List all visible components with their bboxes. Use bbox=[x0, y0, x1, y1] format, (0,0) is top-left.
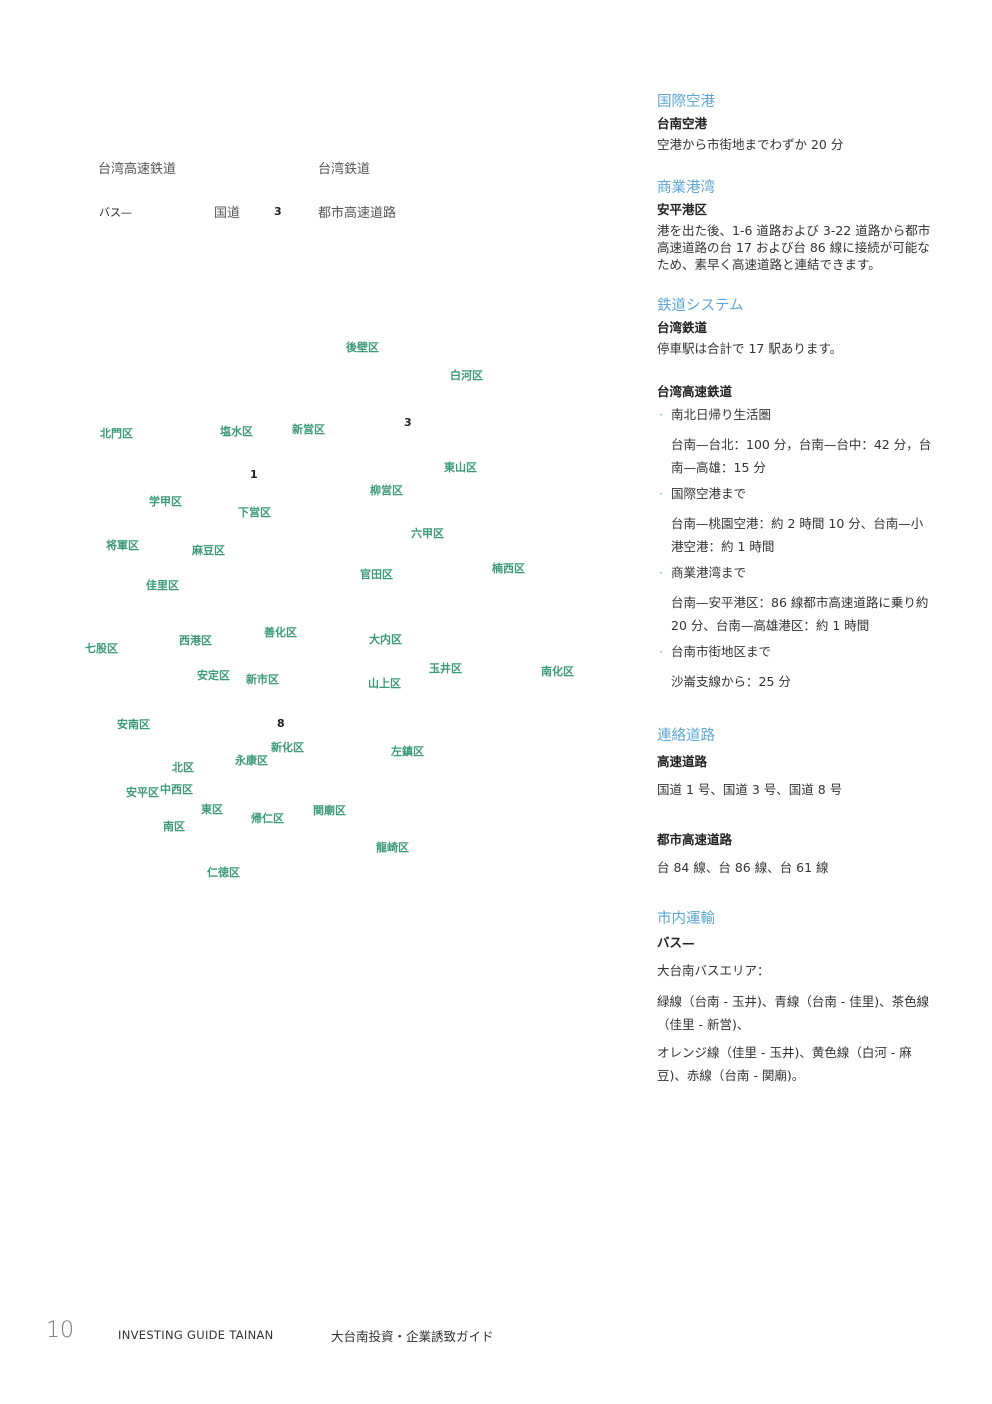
transit-title: 市内運輸 bbox=[657, 911, 715, 927]
district-label: 大内区 bbox=[369, 633, 402, 646]
district-label: 東山区 bbox=[444, 461, 477, 474]
rail-section: 鉄道システム 台湾鉄道 停車駅は合計で 17 駅あります。 台湾高速鉄道 · 南… bbox=[657, 298, 932, 693]
district-label: 善化区 bbox=[264, 626, 297, 639]
bullet-label: 商業港湾まで bbox=[671, 565, 747, 580]
district-label: 七股区 bbox=[85, 642, 118, 655]
bus-lines-2: オレンジ線（佳里 - 玉井)、黄色線（白河 - 麻豆)、赤線（台南 - 関廟)。 bbox=[657, 1045, 912, 1083]
district-label: 北門区 bbox=[100, 427, 133, 440]
district-label: 佳里区 bbox=[146, 579, 179, 592]
rail-title: 鉄道システム bbox=[657, 298, 744, 314]
district-label: 六甲区 bbox=[411, 527, 444, 540]
district-label: 中西区 bbox=[160, 783, 193, 796]
tra-name: 台湾鉄道 bbox=[657, 320, 708, 335]
page-number: 10 bbox=[46, 1318, 74, 1343]
harbor-name: 安平港区 bbox=[657, 202, 708, 217]
bullet-detail: 台南—安平港区：86 線都市高速道路に乗り約 20 分、台南—高雄港区：約 1 … bbox=[671, 595, 929, 633]
district-label: 左鎮区 bbox=[391, 745, 424, 758]
district-label: 永康区 bbox=[235, 754, 268, 767]
bullet-label: 台南市街地区まで bbox=[671, 644, 772, 659]
district-label: 帰仁区 bbox=[251, 812, 284, 825]
district-label: 新市区 bbox=[246, 673, 279, 686]
transit-section: 市内運輸 バス— 大台南バスエリア： 緑線（台南 - 玉井)、青線（台南 - 佳… bbox=[657, 911, 932, 1087]
bus-lines-1: 緑線（台南 - 玉井)、青線（台南 - 佳里)、茶色線（佳里 - 新営)、 bbox=[657, 994, 930, 1032]
hsr-name: 台湾高速鉄道 bbox=[657, 384, 733, 399]
hsr-bullet: · 台南市街地区まで bbox=[657, 643, 932, 660]
airport-name: 台南空港 bbox=[657, 116, 708, 131]
legend-expressway: 都市高速道路 bbox=[318, 206, 397, 221]
legend-hsr: 台湾高速鉄道 bbox=[98, 162, 177, 177]
legend-bus: バス— bbox=[99, 206, 132, 219]
district-label: 龍崎区 bbox=[376, 841, 409, 854]
bullet-dot-icon: · bbox=[659, 565, 663, 580]
district-label: 玉井区 bbox=[429, 662, 462, 675]
district-label: 後壁区 bbox=[346, 341, 379, 354]
district-label: 安定区 bbox=[197, 669, 230, 682]
district-label: 南化区 bbox=[541, 665, 574, 678]
district-label: 北区 bbox=[172, 761, 194, 774]
district-label: 新化区 bbox=[271, 741, 304, 754]
district-label: 安平区 bbox=[126, 786, 159, 799]
route-number: 3 bbox=[404, 416, 412, 429]
district-label: 関廟区 bbox=[313, 804, 346, 817]
airport-section: 国際空港 台南空港 空港から市街地までわずか 20 分 bbox=[657, 94, 932, 153]
tra-desc: 停車駅は合計で 17 駅あります。 bbox=[657, 341, 843, 356]
highway-desc: 国道 1 号、国道 3 号、国道 8 号 bbox=[657, 782, 843, 797]
district-label: 安南区 bbox=[117, 718, 150, 731]
district-label: 官田区 bbox=[360, 568, 393, 581]
footer-title-en: INVESTING GUIDE TAINAN bbox=[118, 1328, 274, 1342]
bullet-dot-icon: · bbox=[659, 644, 663, 659]
district-label: 南区 bbox=[163, 820, 185, 833]
harbor-desc: 港を出た後、1-6 道路および 3-22 道路から都市高速道路の台 17 および… bbox=[657, 223, 931, 272]
roads-title: 連絡道路 bbox=[657, 728, 715, 744]
bullet-dot-icon: · bbox=[659, 407, 663, 422]
expressway-desc: 台 84 線、台 86 線、台 61 線 bbox=[657, 860, 829, 875]
roads-section: 連絡道路 高速道路 国道 1 号、国道 3 号、国道 8 号 都市高速道路 台 … bbox=[657, 728, 932, 876]
district-label: 柳営区 bbox=[370, 484, 403, 497]
bullet-detail: 台南—台北：100 分，台南—台中：42 分，台南—高雄：15 分 bbox=[671, 437, 932, 475]
district-label: 将軍区 bbox=[106, 539, 139, 552]
hsr-bullet: · 国際空港まで bbox=[657, 485, 932, 502]
district-label: 麻豆区 bbox=[192, 544, 225, 557]
harbor-section: 商業港湾 安平港区 港を出た後、1-6 道路および 3-22 道路から都市高速道… bbox=[657, 180, 932, 273]
legend-national-road: 国道 bbox=[214, 206, 241, 221]
bullet-detail: 沙崙支線から：25 分 bbox=[671, 674, 791, 689]
bullet-dot-icon: · bbox=[659, 486, 663, 501]
airport-desc: 空港から市街地までわずか 20 分 bbox=[657, 137, 844, 152]
hsr-bullet: · 商業港湾まで bbox=[657, 564, 932, 581]
bus-name: バス— bbox=[657, 935, 695, 950]
district-label: 仁徳区 bbox=[207, 866, 240, 879]
harbor-title: 商業港湾 bbox=[657, 180, 715, 196]
airport-title: 国際空港 bbox=[657, 94, 715, 110]
bus-area: 大台南バスエリア： bbox=[657, 963, 770, 978]
hsr-bullet: · 南北日帰り生活圏 bbox=[657, 406, 932, 423]
district-label: 楠西区 bbox=[492, 562, 525, 575]
district-label: 塩水区 bbox=[220, 425, 253, 438]
bullet-label: 南北日帰り生活圏 bbox=[671, 407, 772, 422]
expressway-name: 都市高速道路 bbox=[657, 832, 733, 847]
district-label: 下営区 bbox=[238, 506, 271, 519]
district-label: 西港区 bbox=[179, 634, 212, 647]
bullet-label: 国際空港まで bbox=[671, 486, 747, 501]
bullet-detail: 台南—桃園空港：約 2 時間 10 分、台南—小港空港：約 1 時間 bbox=[671, 516, 924, 554]
footer-title-jp: 大台南投資・企業誘致ガイド bbox=[331, 1329, 494, 1344]
district-label: 山上区 bbox=[368, 677, 401, 690]
district-label: 東区 bbox=[201, 803, 223, 816]
district-label: 学甲区 bbox=[149, 495, 182, 508]
route-number: 1 bbox=[250, 468, 258, 481]
district-label: 白河区 bbox=[450, 369, 483, 382]
legend-national-road-number: 3 bbox=[274, 205, 282, 218]
district-label: 新営区 bbox=[292, 423, 325, 436]
highway-name: 高速道路 bbox=[657, 754, 708, 769]
legend-tra: 台湾鉄道 bbox=[318, 162, 371, 177]
route-number: 8 bbox=[277, 717, 285, 730]
